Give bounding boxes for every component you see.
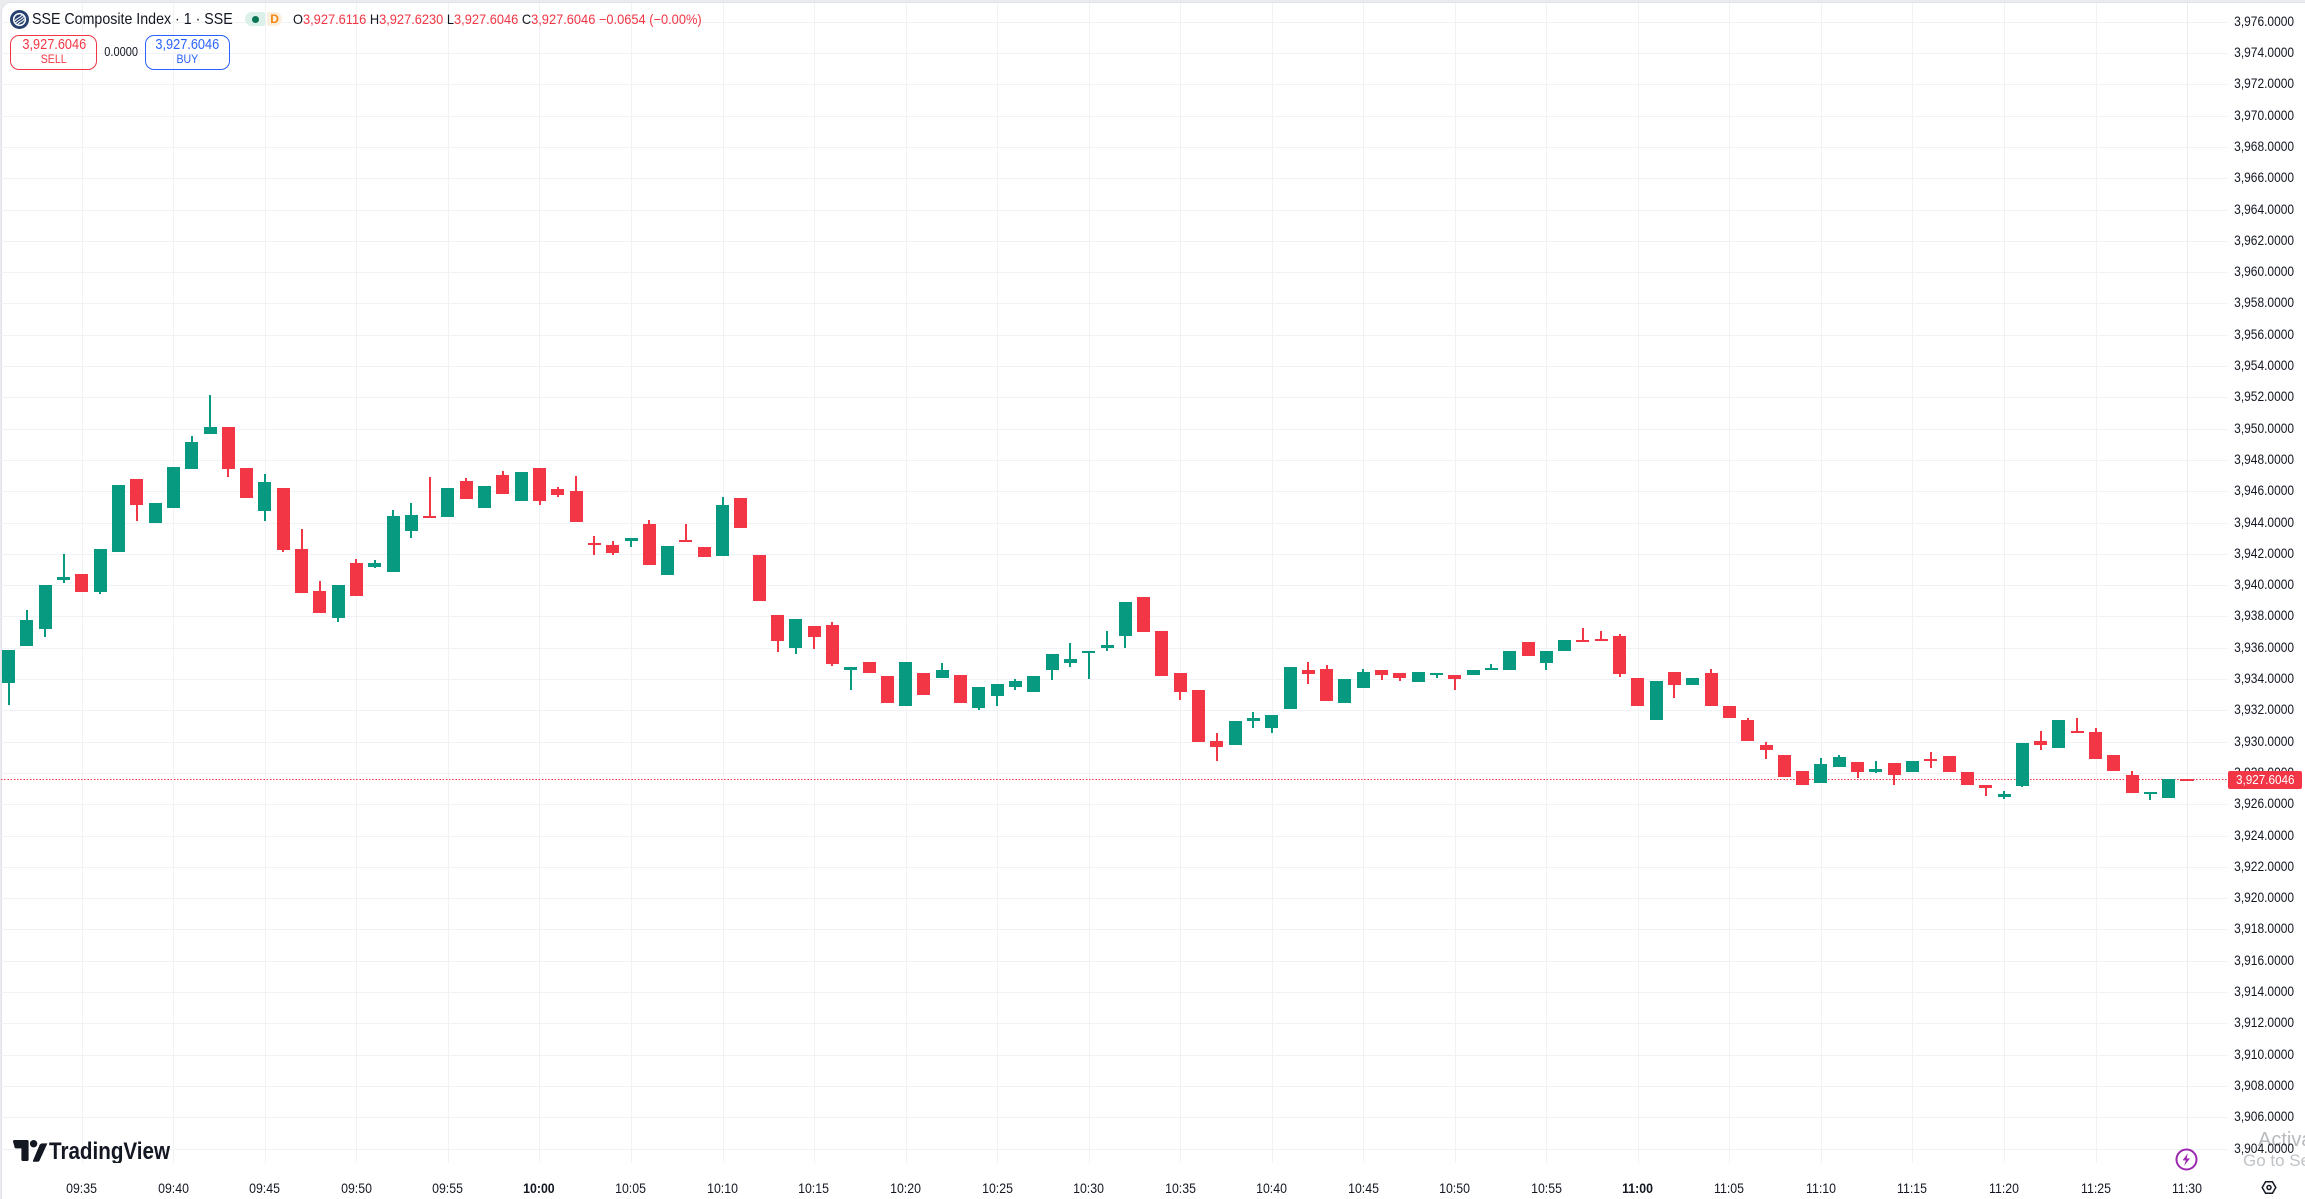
svg-text:TradingView: TradingView [49, 1140, 171, 1163]
